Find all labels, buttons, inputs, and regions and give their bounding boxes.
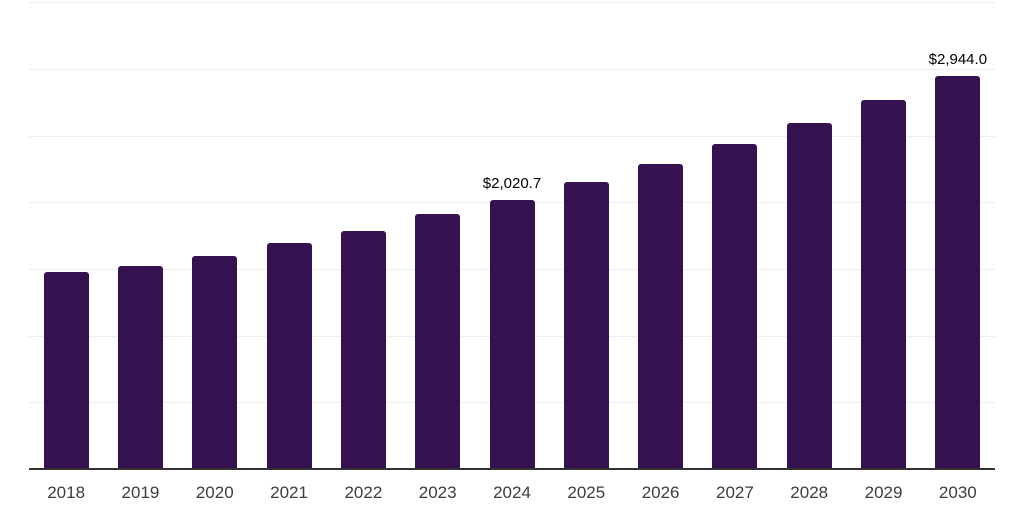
gridline-2500: [29, 135, 995, 137]
x-tick-label-2023: 2023: [418, 483, 457, 502]
bar-2022: [340, 230, 386, 469]
x-tick-label-2024: 2024: [493, 483, 531, 502]
x-tick-label-2021: 2021: [270, 483, 308, 502]
x-tick-label-2022: 2022: [344, 483, 383, 502]
gridline-3000: [29, 68, 995, 70]
x-tick-label-2020: 2020: [195, 483, 234, 502]
bar-2025: [563, 182, 609, 469]
bar-2026: [638, 163, 684, 469]
bar-2024: [489, 199, 535, 469]
bar-2019: [117, 266, 163, 469]
value-label-2024: $2,020.7: [482, 174, 542, 192]
bar-2027: [712, 143, 758, 469]
x-tick-label-2019: 2019: [121, 483, 160, 502]
x-tick-label-2026: 2026: [641, 483, 680, 502]
bar-2018: [43, 271, 89, 469]
value-label-2030: $2,944.0: [928, 51, 988, 69]
x-tick-label-2027: 2027: [716, 483, 754, 502]
bar-2029: [861, 100, 907, 469]
bar-2028: [786, 122, 832, 469]
x-tick-label-2025: 2025: [567, 483, 606, 502]
x-tick-label-2028: 2028: [790, 483, 829, 502]
bar-2030: [935, 76, 981, 469]
gridline-3500: [29, 2, 995, 4]
x-tick-label-2018: 2018: [47, 483, 86, 502]
bar-2020: [192, 256, 238, 469]
x-tick-label-2030: 2030: [938, 483, 977, 502]
x-tick-label-2029: 2029: [864, 483, 903, 502]
x-axis-line: [29, 468, 995, 470]
bar-2023: [415, 214, 461, 469]
bar-2021: [266, 243, 312, 469]
